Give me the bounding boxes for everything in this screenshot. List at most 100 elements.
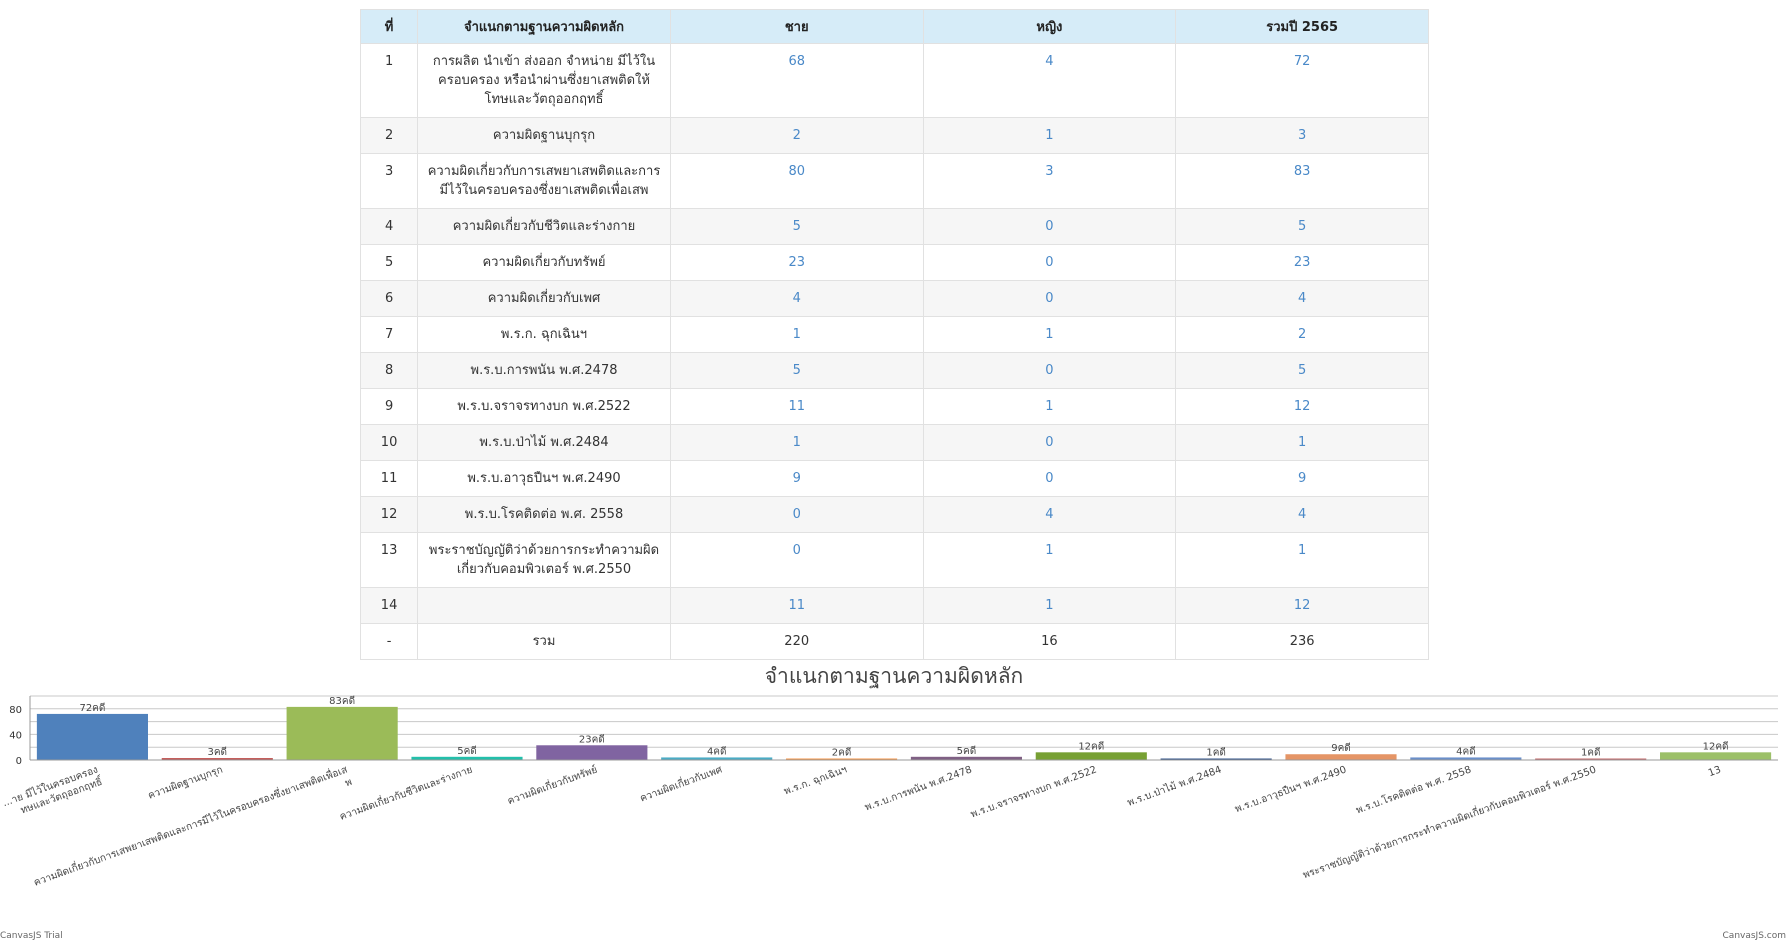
cell-male: 23 [669,244,924,281]
total-count-link[interactable]: 5 [1297,363,1307,378]
total-count-link[interactable]: 3 [1297,128,1307,143]
bar[interactable] [36,713,148,760]
male-count-link[interactable]: 0 [792,507,801,522]
male-count-link[interactable]: 2 [792,128,801,143]
female-count-link[interactable]: 0 [1045,363,1054,378]
female-count-link[interactable]: 3 [1045,164,1054,179]
bar[interactable] [411,756,523,760]
male-count-link[interactable]: 1 [792,435,801,450]
total-count-link[interactable]: 4 [1297,507,1307,522]
row-number: 3 [359,153,419,209]
table-row: 7 พ.ร.ก. ฉุกเฉินฯ 1 1 2 [359,316,1429,353]
male-count-link[interactable]: 68 [788,54,805,69]
row-number: 13 [359,532,419,588]
bar[interactable] [1410,757,1522,760]
male-count-link[interactable]: 9 [792,471,801,486]
table-row: 13 พระราชบัญญัติว่าด้วยการกระทำความผิดเกี… [359,532,1429,588]
cell-male: 2 [669,117,924,154]
x-axis-label: ความผิดเกี่ยวกับชีวิตและร่างกาย [337,762,474,823]
bar[interactable] [1160,758,1272,761]
cell-female: 1 [922,587,1177,624]
female-count-link[interactable]: 1 [1045,327,1054,342]
row-number: 8 [359,352,419,389]
male-count-link[interactable]: 11 [788,598,805,613]
female-count-link[interactable]: 0 [1045,435,1054,450]
total-count-link[interactable]: 2 [1297,327,1307,342]
male-count-link[interactable]: 1 [792,327,801,342]
male-count-link[interactable]: 5 [792,363,801,378]
x-axis-label: พ.ร.บ.โรคติดต่อ พ.ศ. 2558 [1354,763,1473,817]
cell-female: 1 [922,532,1177,588]
table-row: 14 11 1 12 [359,587,1429,624]
x-axis-label: ความผิดเกี่ยวกับทรัพย์ [505,762,599,808]
cell-female: 0 [922,208,1177,245]
x-axis-label: พ.ร.ก. ฉุกเฉินฯ [783,764,849,797]
y-tick-label: 80 [9,705,22,716]
female-count-link[interactable]: 4 [1045,54,1054,69]
bar[interactable] [661,757,773,760]
row-category: พ.ร.บ.จราจรทางบก พ.ศ.2522 [417,388,671,425]
table-row: 6 ความผิดเกี่ยวกับเพศ 4 0 4 [359,280,1429,317]
total-count-link[interactable]: 4 [1297,291,1307,306]
cell-male: 5 [669,352,924,389]
x-axis-label-line: พ.ร.บ.ป่าไม้ พ.ศ.2484 [1126,764,1223,809]
female-count-link[interactable]: 4 [1045,507,1054,522]
female-count-link[interactable]: 1 [1045,399,1054,414]
total-count-link[interactable]: 1 [1297,543,1307,558]
bar-data-label: 1คดี [1206,747,1226,759]
female-count-link[interactable]: 1 [1045,128,1054,143]
row-category: ความผิดเกี่ยวกับการเสพยาเสพติดและการมีไว… [417,153,671,209]
bar[interactable] [536,745,648,760]
male-count-link[interactable]: 23 [788,255,805,270]
female-count-link[interactable]: 0 [1045,255,1054,270]
table-row: 1 การผลิต นำเข้า ส่งออก จำหน่าย มีไว้ในคร… [359,43,1429,118]
bar[interactable] [1535,758,1647,761]
bar-data-label: 5คดี [457,745,477,757]
bar[interactable] [1285,754,1397,760]
female-count-link[interactable]: 0 [1045,219,1054,234]
cell-total: 23 [1175,244,1429,281]
header-no: ที่ [359,9,419,44]
total-count-link[interactable]: 12 [1293,598,1311,613]
total-count-link[interactable]: 72 [1293,54,1311,69]
bar[interactable] [1035,752,1147,760]
cell-female: 1 [922,117,1177,154]
bar[interactable] [786,758,898,761]
x-axis-label: พ.ร.บ.ป่าไม้ พ.ศ.2484 [1126,764,1223,809]
total-count-link[interactable]: 23 [1293,255,1311,270]
female-count-link[interactable]: 0 [1045,471,1054,486]
female-count-link[interactable]: 1 [1045,598,1054,613]
total-count-link[interactable]: 12 [1293,399,1311,414]
male-count-link[interactable]: 0 [792,543,801,558]
x-axis-label-line: พ.ร.บ.โรคติดต่อ พ.ศ. 2558 [1354,763,1473,817]
bar[interactable] [1660,752,1772,760]
table-row: 5 ความผิดเกี่ยวกับทรัพย์ 23 0 23 [359,244,1429,281]
bar[interactable] [910,756,1022,760]
x-axis-label: ความผิดเกี่ยวกับเพศ [638,761,725,804]
row-number: 11 [359,460,419,497]
cell-male: 1 [669,316,924,353]
cell-male: 9 [669,460,924,497]
row-category: ความผิดเกี่ยวกับชีวิตและร่างกาย [417,208,671,245]
female-count-link[interactable]: 1 [1045,543,1054,558]
bar[interactable] [161,758,273,760]
cell-total: 1 [1175,532,1429,588]
total-count-link[interactable]: 1 [1297,435,1307,450]
male-count-link[interactable]: 80 [788,164,805,179]
male-count-link[interactable]: 4 [792,291,801,306]
male-count-link[interactable]: 5 [792,219,801,234]
cell-male: 0 [669,496,924,533]
female-count-link[interactable]: 0 [1045,291,1054,306]
canvasjs-link-watermark[interactable]: CanvasJS.com [1722,931,1786,941]
total-count-link[interactable]: 9 [1297,471,1307,486]
cell-male: 1 [669,424,924,461]
cell-total: 4 [1175,496,1429,533]
total-count-link[interactable]: 83 [1293,164,1311,179]
x-axis-label: พ.ร.บ.การพนัน พ.ศ.2478 [863,764,973,813]
bar-data-label: 4คดี [707,745,727,757]
total-count-link[interactable]: 5 [1297,219,1307,234]
table-row: 9 พ.ร.บ.จราจรทางบก พ.ศ.2522 11 1 12 [359,388,1429,425]
male-count-link[interactable]: 11 [788,399,805,414]
row-category: ความผิดฐานบุกรุก [417,117,671,154]
bar[interactable] [286,706,398,760]
